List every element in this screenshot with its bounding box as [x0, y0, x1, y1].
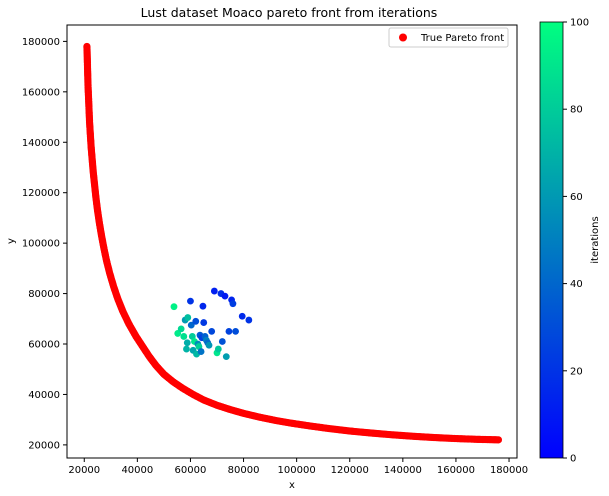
x-tick-label: 160000: [437, 465, 475, 476]
iteration-point: [210, 287, 218, 295]
iteration-point: [238, 312, 246, 320]
colorbar: [539, 21, 564, 459]
colorbar-ticks: 0 20 40 60 80 100: [563, 18, 589, 465]
x-tick-label: 120000: [331, 465, 369, 476]
x-tick-label: 140000: [384, 465, 422, 476]
y-tick-label: 160000: [22, 87, 60, 98]
iteration-point: [245, 316, 253, 324]
iteration-point: [229, 300, 237, 308]
y-tick-label: 140000: [22, 138, 60, 149]
y-tick-label: 20000: [28, 440, 60, 451]
y-tick-label: 40000: [28, 390, 60, 401]
iteration-point: [222, 353, 230, 361]
iteration-point: [218, 338, 226, 345]
colorbar-tick-label: 60: [570, 192, 583, 203]
chart-title: Lust dataset Moaco pareto front from ite…: [141, 5, 438, 20]
y-axis-label: y: [6, 238, 17, 244]
iteration-point: [232, 328, 239, 335]
iteration-point: [225, 328, 233, 335]
iteration-point: [183, 345, 190, 353]
legend-box: [388, 27, 509, 48]
iteration-point: [200, 319, 208, 326]
colorbar-tick-label: 40: [570, 279, 583, 290]
pareto-front-series: [83, 42, 503, 444]
y-tick-label: 180000: [22, 37, 60, 48]
y-tick-label: 100000: [22, 239, 60, 250]
pareto-point: [494, 436, 503, 444]
x-tick-label: 180000: [490, 465, 528, 476]
colorbar-tick-label: 100: [570, 18, 589, 29]
x-tick-label: 60000: [175, 465, 207, 476]
iteration-point: [197, 348, 205, 355]
iterations-series: [170, 287, 253, 361]
plot-area: [66, 24, 518, 459]
colorbar-label: iterations: [590, 216, 601, 263]
iteration-point: [192, 317, 200, 325]
x-tick-label: 40000: [121, 465, 153, 476]
y-tick-label: 80000: [28, 289, 60, 300]
colorbar-tick-label: 20: [570, 366, 583, 377]
legend: True Pareto front: [388, 27, 509, 48]
x-axis-label: x: [289, 480, 295, 491]
y-tick-label: 60000: [28, 340, 60, 351]
iteration-point: [180, 333, 188, 340]
y-axis-ticks: 20000 40000 60000 80000 100000 120000 140000 16…: [22, 37, 67, 451]
iteration-point: [187, 297, 194, 305]
iteration-point: [187, 321, 195, 329]
y-tick-label: 120000: [22, 188, 60, 199]
x-tick-label: 20000: [68, 465, 100, 476]
legend-label: True Pareto front: [420, 33, 504, 44]
colorbar-tick-label: 80: [570, 105, 583, 116]
iteration-point: [205, 341, 213, 349]
iteration-point: [199, 302, 207, 310]
x-tick-label: 80000: [228, 465, 260, 476]
x-tick-label: 100000: [278, 465, 316, 476]
iteration-point: [183, 339, 191, 347]
legend-marker: [399, 33, 407, 42]
iteration-point: [221, 292, 229, 300]
iteration-point: [214, 345, 222, 353]
x-axis-ticks: 20000 40000 60000 80000 100000 120000 140000 16…: [68, 458, 528, 476]
iteration-point: [208, 328, 216, 335]
iteration-point: [170, 303, 178, 311]
colorbar-tick-label: 0: [570, 454, 576, 465]
iteration-point: [177, 325, 185, 333]
iteration-point: [184, 314, 192, 321]
